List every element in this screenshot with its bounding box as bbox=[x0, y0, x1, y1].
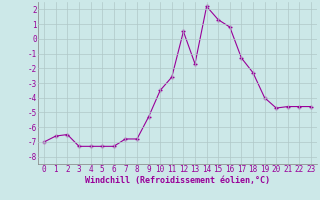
X-axis label: Windchill (Refroidissement éolien,°C): Windchill (Refroidissement éolien,°C) bbox=[85, 176, 270, 185]
